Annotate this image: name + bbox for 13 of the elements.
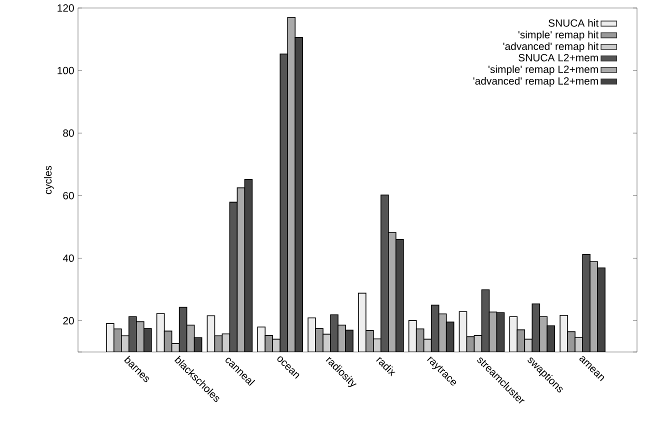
y-tick-label: 120 — [58, 4, 74, 12]
y-axis-title: cycles — [44, 166, 54, 194]
y-tick-label: 40 — [62, 254, 74, 262]
legend-label: 'simple' remap L2+mem — [488, 65, 598, 76]
legend-label: SNUCA hit — [548, 19, 599, 27]
legend-label: 'simple' remap hit — [518, 30, 599, 40]
legend-label: SNUCA L2+mem — [518, 54, 598, 62]
legend-label: 'advanced' remap L2+mem — [473, 76, 598, 87]
y-tick-label: 80 — [63, 129, 74, 137]
y-tick-label: 20 — [63, 317, 74, 324]
y-tick-label: 60 — [63, 192, 74, 200]
y-tick-label: 100 — [58, 66, 74, 74]
legend-label: 'advanced' remap hit — [503, 42, 599, 52]
